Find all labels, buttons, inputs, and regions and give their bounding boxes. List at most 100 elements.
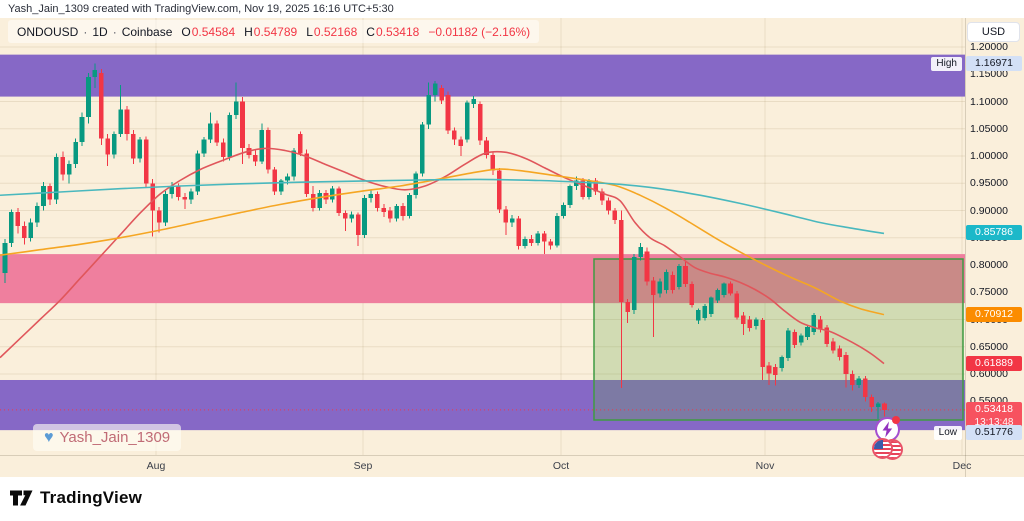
- price-tick-label: 0.65000: [970, 340, 1008, 353]
- candle-body: [214, 123, 220, 143]
- candle-body: [882, 403, 887, 410]
- candle-body: [811, 315, 817, 333]
- candle-body: [805, 327, 810, 337]
- candle-body: [220, 142, 226, 158]
- candle-body: [670, 274, 675, 291]
- candle-body: [529, 238, 534, 244]
- high-price-label: 1.16971: [966, 55, 1022, 71]
- ma-fast-line[interactable]: [0, 147, 885, 365]
- candle-body: [387, 210, 393, 219]
- candle-body: [201, 139, 207, 154]
- candle-body: [92, 69, 98, 77]
- candle-body: [837, 348, 842, 358]
- price-tick-label: 1.10000: [970, 95, 1008, 108]
- candle-body: [843, 354, 849, 374]
- candle-body: [741, 315, 746, 324]
- candle-body: [34, 206, 40, 223]
- price-zones[interactable]: [0, 54, 965, 431]
- candle-body: [862, 378, 868, 397]
- candle-body: [413, 173, 419, 196]
- footer-bar: TradingView: [0, 477, 1024, 521]
- candle-body: [586, 180, 592, 197]
- candle-body: [233, 101, 239, 116]
- candle-body: [15, 212, 21, 226]
- bar-countdown-timer: 13:13:48: [974, 416, 1014, 428]
- candle-body: [400, 206, 406, 216]
- candle-body: [760, 320, 765, 367]
- moving-average-lines[interactable]: [0, 147, 885, 365]
- candle-body: [567, 185, 573, 206]
- mid-resistance-zone[interactable]: [0, 254, 965, 304]
- candle-body: [548, 241, 553, 246]
- candle-body: [407, 195, 412, 216]
- legend-interval[interactable]: 1D: [92, 24, 108, 39]
- candlestick-series[interactable]: [2, 63, 887, 419]
- price-tick-label: 0.60000: [970, 368, 1008, 380]
- candle-body: [458, 139, 464, 147]
- candle-body: [426, 94, 432, 125]
- candle-body: [484, 140, 489, 155]
- candle-body: [644, 251, 650, 282]
- candle-body: [798, 335, 804, 343]
- candle-body: [663, 272, 669, 291]
- candle-body: [702, 305, 708, 318]
- low-price-label: 0.51776: [966, 425, 1022, 440]
- candle-body: [381, 207, 387, 213]
- legend-exchange[interactable]: Coinbase: [121, 24, 173, 39]
- legend-high-label: H: [244, 24, 253, 39]
- candle-body: [176, 185, 181, 197]
- ma-mid-line[interactable]: [0, 168, 885, 316]
- candle-body: [362, 197, 367, 236]
- symbol-legend[interactable]: ONDOUSD · 1D · Coinbase O 0.54584 H 0.54…: [8, 20, 540, 43]
- month-tick-label: Nov: [755, 460, 775, 472]
- tradingview-logo-icon: [10, 490, 33, 506]
- candle-body: [824, 327, 830, 345]
- position-box[interactable]: [593, 258, 964, 421]
- candle-body: [105, 138, 111, 155]
- candle-body: [317, 193, 322, 208]
- attribution-bar: Yash_Jain_1309 created with TradingView.…: [0, 0, 1024, 18]
- candle-body: [471, 98, 476, 105]
- price-tick-label: 1.15000: [970, 68, 1008, 81]
- supply-zone-top[interactable]: [0, 54, 965, 97]
- candle-body: [606, 200, 611, 211]
- notification-dot: [892, 416, 900, 424]
- last-price-value: 0.53418: [975, 402, 1013, 415]
- candle-body: [169, 185, 175, 195]
- candle-body: [612, 210, 618, 220]
- month-tick-label: Sep: [353, 460, 373, 472]
- candle-body: [708, 297, 714, 315]
- candle-body: [394, 206, 399, 219]
- ma-slow-line[interactable]: [0, 178, 885, 235]
- legend-symbol[interactable]: ONDOUSD: [17, 24, 79, 39]
- candle-body: [143, 139, 149, 184]
- candle-body: [856, 378, 862, 385]
- tradingview-logo[interactable]: TradingView: [10, 488, 142, 508]
- legend-close-value: 0.53418: [375, 24, 420, 39]
- legend-low-value: 0.52168: [313, 24, 358, 39]
- economic-events-icon[interactable]: [872, 438, 904, 460]
- candle-body: [651, 280, 656, 295]
- ma-slow-price-label: 0.85786: [966, 225, 1022, 241]
- candle-body: [86, 76, 91, 117]
- candle-body: [657, 281, 663, 294]
- candle-body: [464, 102, 470, 140]
- candle-body: [490, 154, 496, 171]
- candle-body: [439, 87, 444, 101]
- candle-body: [432, 83, 438, 95]
- candle-body: [375, 194, 380, 208]
- candle-body: [66, 164, 72, 175]
- candle-body: [452, 130, 457, 140]
- candle-body: [330, 188, 335, 200]
- legend-change-value: −0.01182 (−2.16%): [428, 24, 531, 39]
- price-tick-label: 0.75000: [970, 286, 1008, 299]
- candle-body: [773, 366, 778, 376]
- candle-body: [503, 209, 509, 223]
- candle-body: [124, 109, 130, 135]
- demand-zone-bottom[interactable]: [0, 379, 965, 431]
- currency-unit-button[interactable]: USD: [967, 22, 1020, 42]
- candle-body: [253, 154, 258, 162]
- candle-body: [561, 205, 566, 216]
- candle-body: [60, 157, 66, 175]
